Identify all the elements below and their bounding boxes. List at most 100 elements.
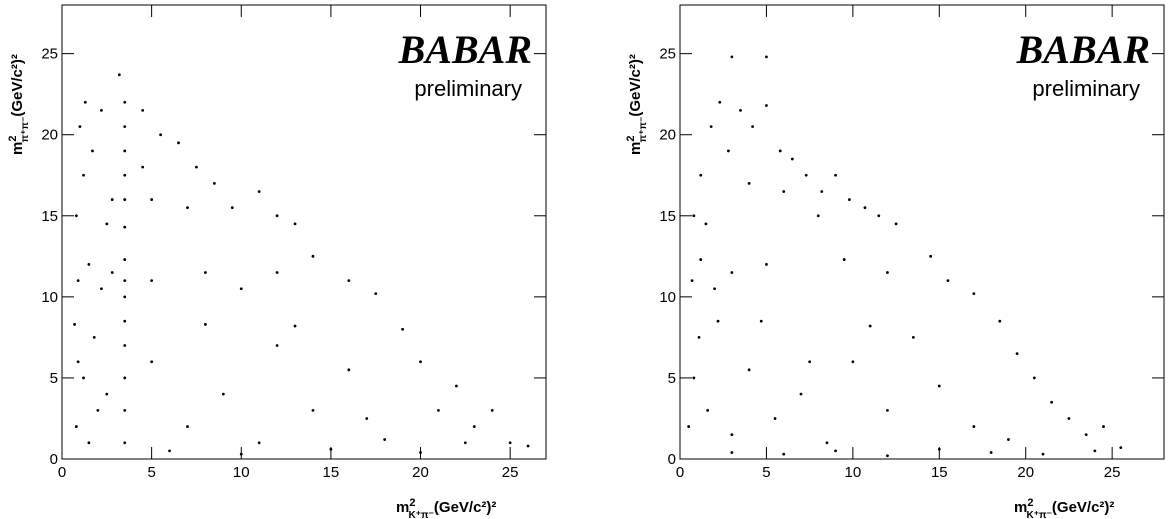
- point: [765, 55, 768, 59]
- point: [1084, 433, 1088, 437]
- point: [886, 408, 889, 412]
- point: [123, 295, 127, 299]
- point: [293, 324, 297, 328]
- point: [778, 149, 782, 153]
- point: [1102, 425, 1105, 428]
- annotation: preliminary: [414, 76, 522, 101]
- point: [454, 384, 458, 388]
- point: [74, 214, 78, 218]
- point: [1067, 417, 1071, 420]
- point: [886, 271, 889, 274]
- point: [239, 452, 243, 456]
- point: [816, 214, 820, 218]
- y-tick-label: 10: [41, 289, 58, 306]
- point: [687, 425, 691, 428]
- point: [972, 292, 976, 296]
- point: [989, 451, 993, 454]
- point: [1015, 352, 1019, 356]
- point: [1032, 376, 1036, 380]
- point: [773, 417, 777, 420]
- point: [141, 108, 145, 112]
- point: [706, 408, 710, 412]
- point: [730, 433, 734, 437]
- point: [159, 133, 162, 137]
- plot-frame: [61, 4, 547, 460]
- point: [100, 287, 103, 291]
- point: [92, 335, 96, 339]
- point: [168, 449, 171, 453]
- point: [76, 279, 80, 283]
- point: [894, 222, 898, 226]
- point: [150, 279, 154, 283]
- point: [123, 125, 127, 129]
- plot-frame: [679, 4, 1165, 460]
- point: [123, 198, 127, 201]
- point: [692, 214, 696, 218]
- point: [808, 360, 812, 364]
- point: [851, 360, 855, 364]
- point: [690, 279, 694, 283]
- point: [759, 319, 763, 323]
- point: [329, 447, 333, 451]
- y-tick-label: 20: [659, 127, 676, 144]
- point: [204, 271, 207, 274]
- point: [419, 360, 422, 364]
- point: [82, 173, 85, 177]
- y-tick-label: 0: [50, 451, 58, 468]
- point: [713, 287, 716, 291]
- x-tick-label: 25: [502, 464, 519, 481]
- point: [937, 384, 941, 388]
- axis-label-part: (GeV/c²)²: [434, 499, 497, 516]
- y-tick-label: 15: [41, 208, 58, 225]
- x-tick-label: 0: [676, 464, 684, 481]
- point: [141, 165, 145, 169]
- point: [347, 279, 351, 283]
- point: [230, 206, 234, 210]
- point: [508, 441, 512, 445]
- axis-label-part: K⁺π⁻: [408, 510, 433, 519]
- logo: BABAR: [1016, 27, 1150, 72]
- y-tick-label: 20: [41, 127, 58, 144]
- axis-label-part: m: [396, 499, 409, 516]
- point: [877, 214, 881, 218]
- point: [383, 438, 387, 441]
- point: [105, 392, 109, 396]
- point: [78, 125, 82, 129]
- y-tick-label: 0: [668, 451, 676, 468]
- y-tick-label: 25: [659, 46, 676, 63]
- point: [718, 100, 722, 104]
- point: [150, 360, 154, 364]
- axis-label-part: 2: [1027, 497, 1033, 509]
- point: [998, 319, 1002, 323]
- point: [692, 376, 696, 380]
- point: [123, 258, 127, 261]
- point: [177, 141, 180, 145]
- point: [311, 408, 315, 412]
- point: [472, 425, 476, 428]
- point: [1007, 438, 1010, 441]
- point: [886, 454, 889, 458]
- logo: BABAR: [398, 27, 532, 72]
- point: [74, 425, 78, 428]
- point: [799, 392, 803, 396]
- x-tick-label: 5: [147, 464, 155, 481]
- axis-label-part: 2: [625, 136, 637, 142]
- point: [123, 279, 127, 283]
- point: [123, 376, 127, 380]
- point: [76, 360, 80, 364]
- point: [730, 55, 734, 59]
- point: [239, 287, 243, 291]
- point: [117, 73, 121, 77]
- axis-label-part: m: [9, 142, 26, 155]
- point: [782, 190, 786, 193]
- point: [765, 263, 768, 266]
- point: [212, 181, 216, 185]
- point: [186, 206, 189, 210]
- axis-label-part: (GeV/c²)²: [9, 54, 26, 117]
- point: [1050, 400, 1054, 404]
- annotation: preliminary: [1032, 76, 1140, 101]
- x-tick-label: 5: [762, 464, 770, 481]
- point: [123, 225, 127, 229]
- point: [716, 319, 720, 323]
